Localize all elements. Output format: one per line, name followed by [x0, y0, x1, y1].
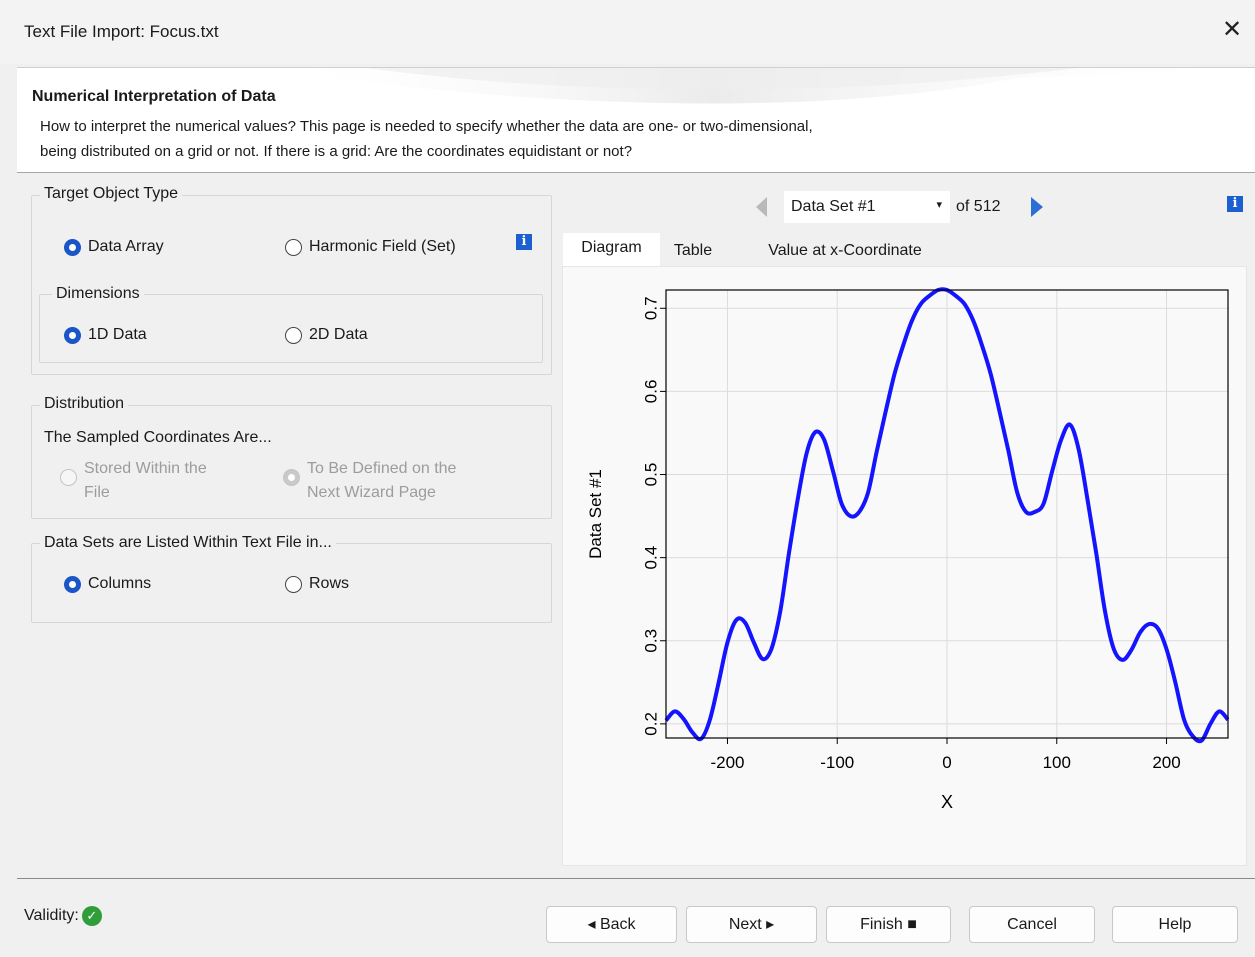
x-tick-label: 200 [1152, 753, 1180, 772]
radio-2d-data[interactable]: 2D Data [285, 326, 368, 344]
radio-harmonic-field[interactable]: Harmonic Field (Set) [285, 238, 456, 256]
radio-rows[interactable]: Rows [285, 575, 349, 593]
data-set-select[interactable]: Data Set #1 ▾ [784, 191, 950, 223]
back-button[interactable]: ◂ Back [546, 906, 677, 943]
y-tick-label: 0.6 [641, 380, 660, 404]
header-title: Numerical Interpretation of Data [32, 88, 276, 105]
radio-data-array[interactable]: Data Array [64, 238, 164, 256]
stored-within-file-line1: Stored Within the [84, 460, 207, 477]
tab-diagram[interactable]: Diagram [563, 233, 660, 267]
radio-1d-data-label: 1D Data [88, 326, 147, 343]
prev-data-set-icon[interactable] [756, 197, 767, 217]
header-description: How to interpret the numerical values? T… [40, 114, 1240, 164]
radio-1d-data-indicator[interactable] [64, 327, 81, 344]
x-tick-label: -100 [820, 753, 854, 772]
radio-rows-indicator[interactable] [285, 576, 302, 593]
target-object-type-group [31, 195, 552, 375]
validity-indicator: Validity: ✓ [24, 906, 102, 926]
radio-rows-label: Rows [309, 575, 350, 592]
data-sets-listed-title: Data Sets are Listed Within Text File in… [40, 534, 336, 552]
radio-columns-indicator[interactable] [64, 576, 81, 593]
tab-table[interactable]: Table [673, 242, 713, 259]
tab-value-at-x[interactable]: Value at x-Coordinate [768, 242, 922, 259]
line-chart: -200 -100 0 100 200 0.2 0.3 0.4 0.5 0.6 0.7 X Data… [586, 287, 1230, 812]
data-set-count: of 512 [956, 198, 1001, 215]
diagram-panel: -200 -100 0 100 200 0.2 0.3 0.4 0.5 0.6 0.7 X Data… [562, 266, 1247, 866]
radio-stored-within-file-indicator[interactable] [60, 469, 77, 486]
radio-stored-within-file[interactable]: Stored Within the File [60, 457, 260, 505]
radio-harmonic-field-indicator[interactable] [285, 239, 302, 256]
help-button[interactable]: Help [1112, 906, 1238, 943]
close-icon[interactable]: ✕ [1221, 16, 1243, 43]
next-data-set-icon[interactable] [1031, 197, 1043, 217]
x-axis-label: X [941, 792, 953, 812]
radio-columns-label: Columns [88, 575, 152, 592]
finish-button[interactable]: Finish ■ [826, 906, 951, 943]
radio-harmonic-field-label: Harmonic Field (Set) [309, 238, 456, 255]
radio-data-array-indicator[interactable] [64, 239, 81, 256]
distribution-subtitle: The Sampled Coordinates Are... [44, 429, 272, 446]
radio-2d-data-label: 2D Data [309, 326, 368, 343]
wizard-header: Numerical Interpretation of Data How to … [17, 67, 1255, 173]
radio-stored-within-file-label: Stored Within the File [84, 457, 207, 505]
next-button[interactable]: Next ▸ [686, 906, 817, 943]
header-swoosh-decoration [267, 68, 1255, 104]
radio-defined-next-page-indicator[interactable] [283, 469, 300, 486]
distribution-group [31, 405, 552, 519]
header-description-line2: being distributed on a grid or not. If t… [40, 143, 633, 160]
data-set-select-value: Data Set #1 [791, 198, 876, 215]
window-title: Text File Import: Focus.txt [24, 22, 219, 41]
y-tick-label: 0.3 [641, 629, 660, 653]
distribution-title: Distribution [40, 395, 129, 413]
radio-defined-next-page[interactable]: To Be Defined on the Next Wizard Page [283, 457, 523, 505]
y-axis-label: Data Set #1 [586, 469, 605, 559]
navigator-info-icon[interactable]: i [1227, 196, 1243, 212]
radio-defined-next-page-label: To Be Defined on the Next Wizard Page [307, 457, 456, 505]
x-tick-label: -200 [710, 753, 744, 772]
radio-1d-data[interactable]: 1D Data [64, 326, 147, 344]
x-tick-label: 100 [1043, 753, 1071, 772]
radio-columns[interactable]: Columns [64, 575, 151, 593]
stored-within-file-line2: File [84, 484, 110, 501]
cancel-button[interactable]: Cancel [969, 906, 1095, 943]
dimensions-title: Dimensions [52, 285, 144, 303]
radio-data-array-label: Data Array [88, 238, 164, 255]
target-object-info-icon[interactable]: i [516, 234, 532, 250]
check-icon: ✓ [81, 906, 102, 926]
y-tick-label: 0.7 [641, 296, 660, 320]
title-bar: Text File Import: Focus.txt ✕ [0, 0, 1255, 64]
x-tick-label: 0 [942, 753, 951, 772]
y-tick-label: 0.2 [641, 712, 660, 736]
y-tick-label: 0.5 [641, 463, 660, 487]
target-object-type-title: Target Object Type [40, 185, 182, 203]
y-tick-label: 0.4 [641, 546, 660, 570]
dimensions-group [39, 294, 543, 363]
validity-label: Validity: [24, 907, 79, 924]
header-description-line1: How to interpret the numerical values? T… [40, 118, 813, 135]
defined-next-page-line1: To Be Defined on the [307, 460, 457, 477]
radio-2d-data-indicator[interactable] [285, 327, 302, 344]
footer-divider [17, 878, 1255, 879]
chevron-down-icon[interactable]: ▾ [936, 199, 942, 211]
defined-next-page-line2: Next Wizard Page [307, 484, 436, 501]
